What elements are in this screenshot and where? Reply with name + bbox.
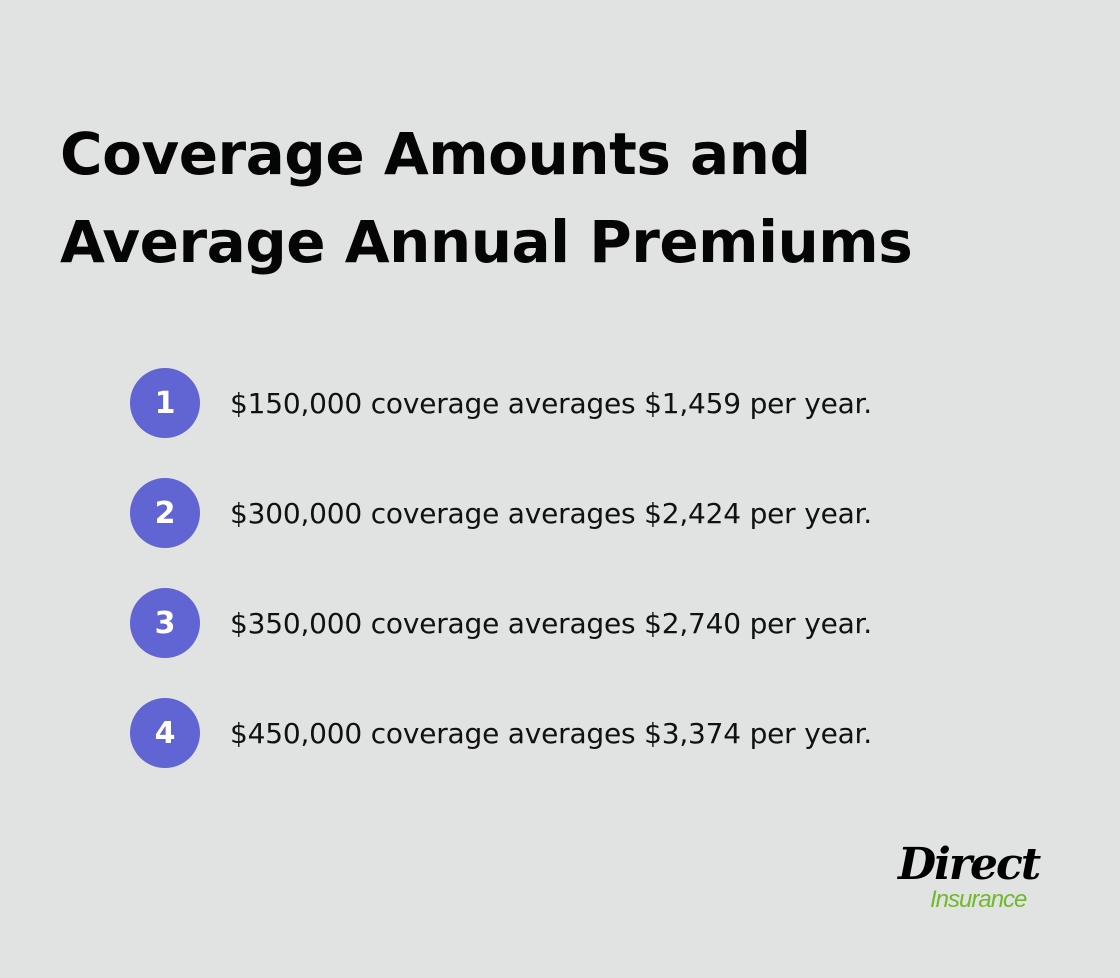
list-item-text: $150,000 coverage averages $1,459 per ye… [230,386,872,420]
list-item: 4 $450,000 coverage averages $3,374 per … [130,698,872,768]
list-item: 1 $150,000 coverage averages $1,459 per … [130,368,872,438]
logo-insurance-text: Insurance [930,886,1027,913]
number-badge: 4 [130,698,200,768]
list-item-text: $300,000 coverage averages $2,424 per ye… [230,496,872,530]
list-item-text: $450,000 coverage averages $3,374 per ye… [230,716,872,750]
number-badge: 2 [130,478,200,548]
list-item: 2 $300,000 coverage averages $2,424 per … [130,478,872,548]
list-item: 3 $350,000 coverage averages $2,740 per … [130,588,872,658]
premium-list: 1 $150,000 coverage averages $1,459 per … [130,368,872,808]
number-badge: 1 [130,368,200,438]
list-item-text: $350,000 coverage averages $2,740 per ye… [230,606,872,640]
brand-logo: Direct Insurance [898,842,1058,912]
logo-direct-text: Direct [898,839,1041,890]
page-title: Coverage Amounts and Average Annual Prem… [60,120,913,276]
number-badge: 3 [130,588,200,658]
